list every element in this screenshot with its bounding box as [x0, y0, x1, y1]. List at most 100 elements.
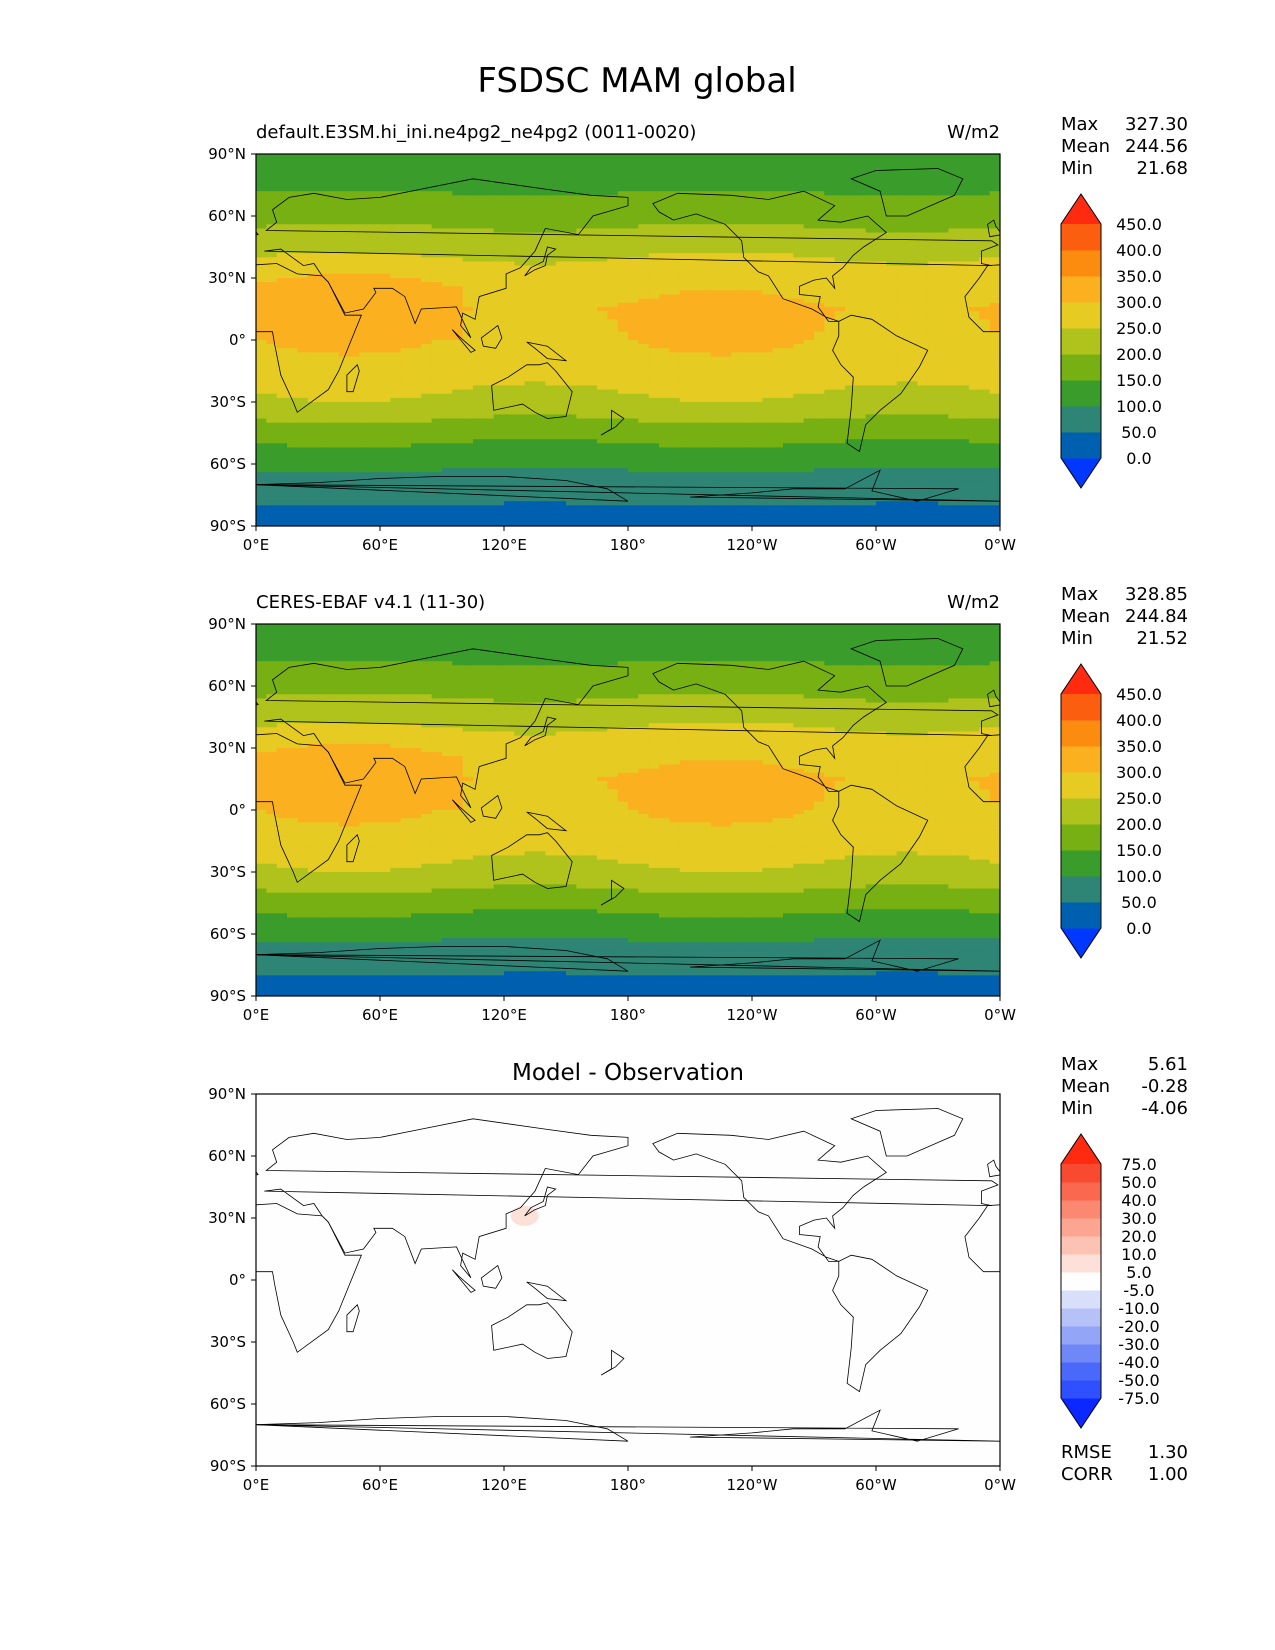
coastline-sumatra: [451, 1269, 476, 1293]
coastline-borneo: [480, 794, 503, 819]
lat-tick-label: 30°N: [208, 269, 246, 287]
colorbar-label: 450.0: [1116, 215, 1162, 234]
colorbar-label: 20.0: [1121, 1227, 1157, 1246]
colorbar-label: 400.0: [1116, 241, 1162, 260]
lat-tick-label: 90°N: [208, 145, 246, 163]
colorbar-box: [1061, 1362, 1101, 1381]
lat-tick-label: 30°N: [208, 739, 246, 757]
colorbar-box: [1061, 1236, 1101, 1255]
colorbar-box: [1061, 1380, 1101, 1399]
colorbar-box: [1061, 798, 1101, 825]
colorbar: 450.0 400.0 350.0 300.0 250.0 200.0 150.0 100.0…: [1060, 663, 1162, 959]
coastline-britain-wrap: [987, 689, 1000, 708]
colorbar-box: [1061, 354, 1101, 381]
stat-value: 244.56: [1125, 136, 1188, 157]
colorbar-label: -50.0: [1118, 1371, 1159, 1390]
colorbar-label: 100.0: [1116, 867, 1162, 886]
stat-value: 5.61: [1148, 1054, 1188, 1075]
colorbar-label: 250.0: [1116, 789, 1162, 808]
colorbar-extend-min: [1061, 1398, 1101, 1428]
coastline-eurasia: [264, 648, 999, 809]
colorbar-label: 350.0: [1116, 267, 1162, 286]
stats-block: Max 5.61 Mean -0.28 Min -4.06 RMSE 1.30 CORR 1.00: [1061, 1054, 1188, 1485]
coastline-greenland: [850, 638, 964, 687]
colorbar-label: -5.0: [1123, 1281, 1154, 1300]
coastline-africa: [256, 733, 362, 883]
lon-tick-label: 180°: [610, 1476, 646, 1494]
lat-tick-label: 0°: [229, 331, 246, 349]
coastline-australia: [491, 362, 573, 419]
colorbar: 450.0 400.0 350.0 300.0 250.0 200.0 150.0 100.0…: [1060, 193, 1162, 489]
map-field: [256, 624, 1000, 996]
stat-value: -0.28: [1141, 1076, 1188, 1097]
coastline-japan: [524, 246, 557, 277]
stat-label: Min: [1061, 628, 1093, 649]
coastline-australia: [491, 1302, 573, 1359]
lat-tick-label: 30°S: [210, 863, 246, 881]
colorbar-box: [1061, 1272, 1101, 1291]
lat-tick-label: 60°N: [208, 1147, 246, 1165]
lon-tick-label: 120°W: [727, 1476, 778, 1494]
colorbar-label: 40.0: [1121, 1191, 1157, 1210]
colorbar-box: [1061, 406, 1101, 433]
lat-tick-label: 90°S: [210, 987, 246, 1005]
lon-tick-label: 120°W: [727, 536, 778, 554]
lat-tick-label: 0°: [229, 1271, 246, 1289]
colorbar: 75.050.040.030.020.010.05.0-5.0-10.0-20.…: [1060, 1133, 1160, 1429]
colorbar-label: 350.0: [1116, 737, 1162, 756]
colorbar-label: 300.0: [1116, 763, 1162, 782]
colorbar-label: 50.0: [1121, 1173, 1157, 1192]
coastlines: [256, 168, 1000, 502]
lon-tick-label: 60°W: [855, 536, 897, 554]
stat-value: 244.84: [1125, 606, 1188, 627]
lon-tick-label: 60°E: [362, 536, 398, 554]
stat-label: Max: [1061, 1054, 1099, 1075]
stat-value: 21.52: [1136, 628, 1188, 649]
stats-block: Max 328.85 Mean 244.84 Min 21.52: [1061, 584, 1188, 649]
lon-tick-label: 60°E: [362, 1006, 398, 1024]
difference-field: [256, 1094, 1000, 1466]
colorbar-box: [1061, 746, 1101, 773]
coastline-madagascar: [346, 364, 360, 393]
colorbar-box: [1061, 1164, 1101, 1183]
coastline-sumatra: [451, 799, 476, 823]
units-label: W/m2: [947, 592, 1000, 613]
colorbar-label: 150.0: [1116, 371, 1162, 390]
colorbar-outline: [1060, 663, 1102, 959]
lon-tick-label: 120°E: [481, 1476, 527, 1494]
colorbar-box: [1061, 850, 1101, 877]
coastline-new-zealand: [600, 409, 625, 436]
coastline-greenland: [850, 1108, 964, 1157]
lon-tick-label: 120°W: [727, 1006, 778, 1024]
colorbar-box: [1061, 902, 1101, 929]
lat-tick-label: 60°S: [210, 455, 246, 473]
coastline-japan: [524, 716, 557, 747]
stats-block: Max 327.30 Mean 244.56 Min 21.68: [1061, 114, 1188, 179]
lat-tick-label: 90°N: [208, 615, 246, 633]
panel-1: default.E3SM.hi_ini.ne4pg2_ne4pg2 (0011-…: [208, 114, 1188, 554]
colorbar-label: 150.0: [1116, 841, 1162, 860]
coastline-britain-wrap: [987, 1159, 1000, 1178]
colorbar-extend-min: [1061, 928, 1101, 958]
lat-tick-label: 90°S: [210, 1457, 246, 1475]
lat-tick-label: 30°S: [210, 393, 246, 411]
colorbar-box: [1061, 876, 1101, 903]
colorbar-box: [1061, 1182, 1101, 1201]
coastline-north-america: [652, 660, 887, 792]
stat-value: 21.68: [1136, 158, 1188, 179]
colorbar-label: -30.0: [1118, 1335, 1159, 1354]
colorbar-box: [1061, 380, 1101, 407]
stat-label: Mean: [1061, 136, 1110, 157]
lat-tick-label: 60°N: [208, 207, 246, 225]
stat-label: RMSE: [1061, 1442, 1112, 1463]
stat-value: 327.30: [1125, 114, 1188, 135]
colorbar-label: 400.0: [1116, 711, 1162, 730]
coastline-africa: [256, 263, 362, 413]
colorbar-label: 0.0: [1126, 449, 1151, 468]
panel-title: CERES-EBAF v4.1 (11-30): [256, 592, 485, 613]
coastline-japan: [524, 1186, 557, 1217]
coastline-new-zealand: [600, 1349, 625, 1376]
colorbar-extend-max: [1061, 664, 1101, 694]
colorbar-box: [1061, 1200, 1101, 1219]
stat-label: Min: [1061, 1098, 1093, 1119]
